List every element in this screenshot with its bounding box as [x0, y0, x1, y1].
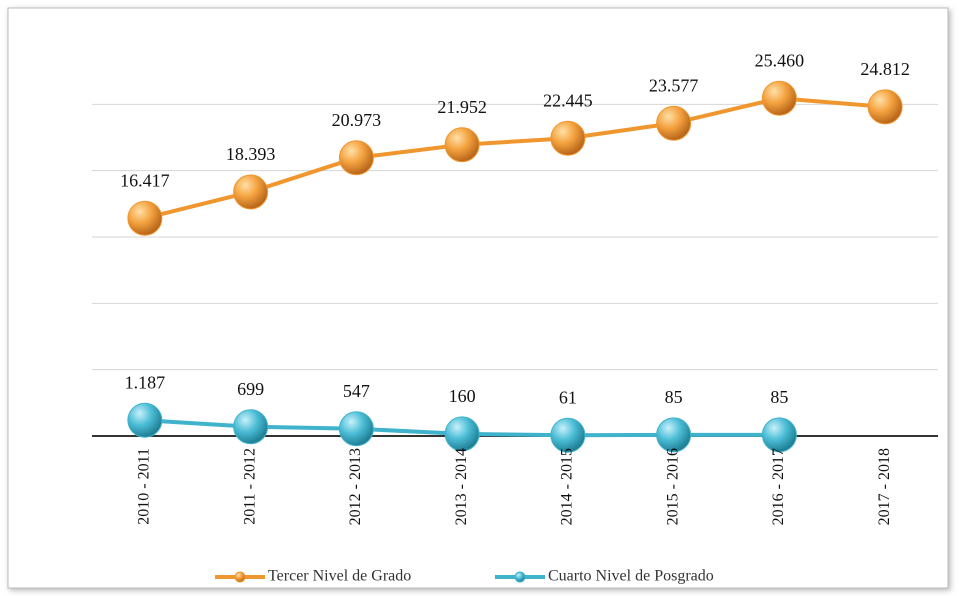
data-point: [550, 120, 586, 156]
data-label: 16.417: [120, 170, 170, 190]
x-tick-label: 2016 - 2017: [770, 448, 787, 525]
data-point: [233, 409, 269, 445]
data-label: 22.445: [543, 90, 593, 110]
series-line: [144, 96, 886, 221]
data-point: [444, 127, 480, 163]
data-label: 18.393: [226, 144, 276, 164]
data-label: 25.460: [755, 50, 805, 70]
data-point: [761, 417, 797, 453]
data-label: 61: [559, 387, 577, 407]
data-label: 699: [237, 379, 264, 399]
data-label: 21.952: [437, 97, 487, 117]
data-point: [444, 416, 480, 452]
data-label: 85: [665, 387, 683, 407]
data-point: [761, 80, 797, 116]
legend-marker: [234, 571, 246, 583]
data-point: [656, 105, 692, 141]
x-tick-label: 2012 - 2013: [347, 448, 364, 525]
data-point: [656, 417, 692, 453]
data-point: [127, 402, 163, 438]
data-label: 547: [343, 381, 370, 401]
data-point: [338, 411, 374, 447]
data-point: [338, 140, 374, 176]
data-label: 85: [770, 387, 788, 407]
data-label: 23.577: [649, 75, 699, 95]
data-label: 24.812: [860, 59, 910, 79]
data-label: 160: [449, 386, 476, 406]
x-tick-label: 2013 - 2014: [453, 448, 470, 525]
legend-label: Tercer Nivel de Grado: [268, 568, 411, 585]
x-tick-label: 2015 - 2016: [664, 448, 681, 525]
data-point: [550, 417, 586, 453]
legend-label: Cuarto Nivel de Posgrado: [548, 568, 714, 585]
data-point: [127, 200, 163, 236]
x-tick-label: 2017 - 2018: [876, 448, 893, 525]
legend-marker: [514, 571, 526, 583]
data-point: [233, 174, 269, 210]
data-label: 20.973: [332, 110, 382, 130]
x-tick-label: 2010 - 2011: [136, 448, 153, 525]
x-tick-label: 2014 - 2015: [559, 448, 576, 525]
data-point: [867, 89, 903, 125]
data-label: 1.187: [125, 372, 166, 392]
x-tick-label: 2011 - 2012: [241, 448, 258, 525]
